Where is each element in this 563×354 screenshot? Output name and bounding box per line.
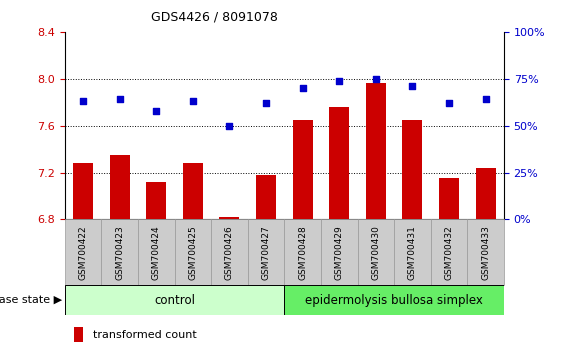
Bar	[284, 285, 504, 315]
Bar	[394, 219, 431, 285]
Text: GSM700427: GSM700427	[262, 225, 270, 280]
Bar	[467, 219, 504, 285]
Bar	[101, 219, 138, 285]
Text: GSM700431: GSM700431	[408, 225, 417, 280]
Point	[334, 78, 343, 84]
Bar	[293, 120, 312, 219]
Text: GSM700430: GSM700430	[372, 225, 380, 280]
Point	[225, 123, 234, 129]
Text: GSM700425: GSM700425	[189, 225, 197, 280]
Point	[115, 97, 124, 102]
Bar	[146, 182, 166, 219]
Point	[298, 85, 307, 91]
Bar	[256, 175, 276, 219]
Bar	[65, 219, 101, 285]
Bar	[175, 219, 211, 285]
Text: GSM700424: GSM700424	[152, 225, 160, 280]
Text: GSM700428: GSM700428	[298, 225, 307, 280]
Bar	[476, 168, 495, 219]
Bar	[321, 219, 358, 285]
Bar	[138, 219, 175, 285]
Text: epidermolysis bullosa simplex: epidermolysis bullosa simplex	[305, 293, 483, 307]
Bar	[284, 219, 321, 285]
Bar	[431, 219, 467, 285]
Point	[481, 97, 490, 102]
Bar	[403, 120, 422, 219]
Bar	[183, 163, 203, 219]
Text: transformed count: transformed count	[93, 330, 197, 340]
Point	[152, 108, 161, 114]
Text: GSM700426: GSM700426	[225, 225, 234, 280]
Bar	[211, 219, 248, 285]
Bar	[110, 155, 129, 219]
Point	[79, 98, 88, 104]
Bar	[74, 327, 83, 342]
Text: GDS4426 / 8091078: GDS4426 / 8091078	[150, 11, 278, 24]
Bar	[65, 285, 284, 315]
Text: control: control	[154, 293, 195, 307]
Bar	[366, 84, 386, 219]
Point	[445, 100, 454, 106]
Text: GSM700429: GSM700429	[335, 225, 343, 280]
Point	[261, 100, 270, 106]
Text: GSM700433: GSM700433	[481, 225, 490, 280]
Bar	[329, 107, 349, 219]
Bar	[358, 219, 394, 285]
Text: GSM700422: GSM700422	[79, 225, 87, 280]
Text: disease state ▶: disease state ▶	[0, 295, 62, 305]
Text: GSM700432: GSM700432	[445, 225, 453, 280]
Point	[188, 98, 197, 104]
Point	[408, 84, 417, 89]
Text: GSM700423: GSM700423	[115, 225, 124, 280]
Point	[372, 76, 381, 81]
Bar	[248, 219, 284, 285]
Bar	[220, 217, 239, 219]
Bar	[439, 178, 459, 219]
Bar	[73, 163, 93, 219]
